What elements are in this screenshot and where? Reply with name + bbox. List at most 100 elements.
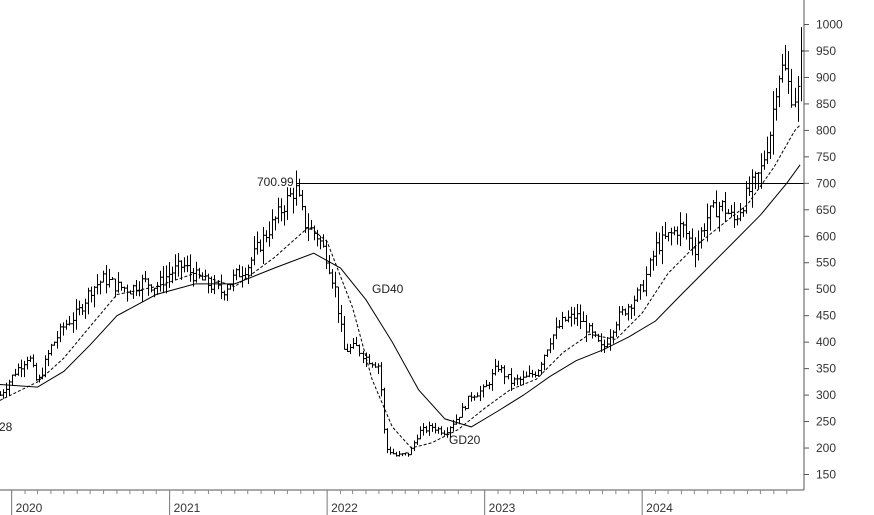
price-bar — [551, 334, 556, 350]
price-bar — [361, 351, 366, 364]
price-bar — [648, 257, 653, 277]
price-bar — [581, 311, 586, 323]
price-bar — [711, 199, 716, 208]
price-bar — [666, 232, 671, 242]
price-bar — [442, 430, 447, 436]
gd40-line — [0, 164, 801, 428]
gd20-line — [0, 124, 801, 449]
x-tick-label: 2023 — [489, 501, 516, 515]
y-tick-label: 900 — [816, 70, 836, 84]
y-tick-label: 500 — [816, 282, 836, 296]
price-bar — [415, 434, 420, 446]
price-bar — [339, 305, 344, 332]
price-bar — [765, 136, 770, 164]
y-tick-label: 450 — [816, 309, 836, 323]
y-tick-label: 850 — [816, 97, 836, 111]
price-bar — [783, 44, 788, 71]
price-bar — [25, 356, 30, 370]
price-bar — [185, 255, 190, 273]
price-bar — [194, 261, 199, 283]
price-bar — [780, 53, 785, 83]
price-bar — [345, 343, 350, 352]
price-bar — [566, 310, 571, 323]
price-bar — [43, 355, 48, 378]
price-bar — [756, 171, 761, 189]
y-tick-label: 750 — [816, 150, 836, 164]
y-tick-label: 300 — [816, 388, 836, 402]
price-bar — [439, 426, 444, 436]
price-bar — [521, 370, 526, 386]
price-bar — [608, 329, 613, 351]
price-bar — [270, 209, 275, 239]
price-bar — [527, 365, 532, 378]
price-bar — [74, 299, 79, 330]
price-bar — [333, 271, 338, 298]
price-bar — [86, 287, 91, 315]
price-bar — [16, 363, 21, 376]
price-bar — [632, 295, 637, 316]
price-bar — [225, 284, 230, 301]
price-bar — [478, 385, 483, 402]
price-bar — [261, 226, 266, 264]
price-bar — [460, 403, 465, 418]
price-bar — [560, 311, 565, 330]
price-bar — [696, 230, 701, 261]
y-tick-label: 400 — [816, 335, 836, 349]
price-bar — [629, 304, 634, 319]
price-bar — [282, 205, 287, 226]
y-tick-label: 350 — [816, 362, 836, 376]
price-bar — [342, 315, 347, 350]
price-bar — [209, 276, 214, 294]
price-bar — [801, 27, 804, 102]
price-bar — [176, 253, 181, 277]
price-bar — [10, 374, 15, 386]
price-bar — [563, 316, 568, 322]
price-bar — [506, 374, 511, 380]
price-bar — [164, 265, 169, 294]
price-bar — [623, 308, 628, 316]
price-bar — [330, 269, 335, 289]
price-bar — [487, 382, 492, 390]
price-bar — [122, 286, 127, 293]
price-bar — [660, 226, 665, 265]
moving-average-lines — [0, 124, 801, 449]
price-bar — [22, 360, 27, 378]
price-bar — [509, 368, 514, 391]
price-bar — [729, 204, 734, 218]
price-bar — [158, 270, 163, 292]
price-bar — [557, 320, 562, 329]
price-bar — [219, 274, 224, 300]
price-bar — [490, 368, 495, 391]
price-bar — [789, 68, 794, 108]
price-bar — [276, 197, 281, 224]
price-bar — [240, 266, 245, 288]
y-tick-label: 550 — [816, 256, 836, 270]
price-bar — [678, 212, 683, 247]
price-bar — [626, 303, 631, 321]
y-axis: 150 200 250 300 350 400 450 500 550 600 650 700 750 8… — [803, 0, 843, 490]
price-bar — [212, 275, 217, 295]
price-bar — [554, 317, 559, 340]
price-bar — [771, 91, 776, 155]
price-bar — [533, 371, 538, 378]
price-bar — [89, 286, 94, 303]
price-bar — [436, 426, 441, 434]
price-bar — [291, 187, 296, 214]
price-bar — [300, 190, 305, 211]
price-bar — [107, 268, 112, 288]
price-bar — [173, 254, 178, 280]
price-bar — [774, 87, 779, 121]
y-tick-label: 600 — [816, 229, 836, 243]
price-bar — [753, 171, 758, 190]
price-bar — [593, 331, 598, 338]
price-bar — [46, 349, 51, 367]
price-bar — [575, 304, 580, 326]
price-bar — [714, 190, 719, 218]
y-tick-label: 200 — [816, 441, 836, 455]
price-bar — [134, 279, 139, 296]
price-bar — [203, 269, 208, 281]
price-bar — [620, 306, 625, 316]
price-bar — [669, 227, 674, 246]
price-bar — [542, 354, 547, 371]
price-bar — [143, 270, 148, 283]
